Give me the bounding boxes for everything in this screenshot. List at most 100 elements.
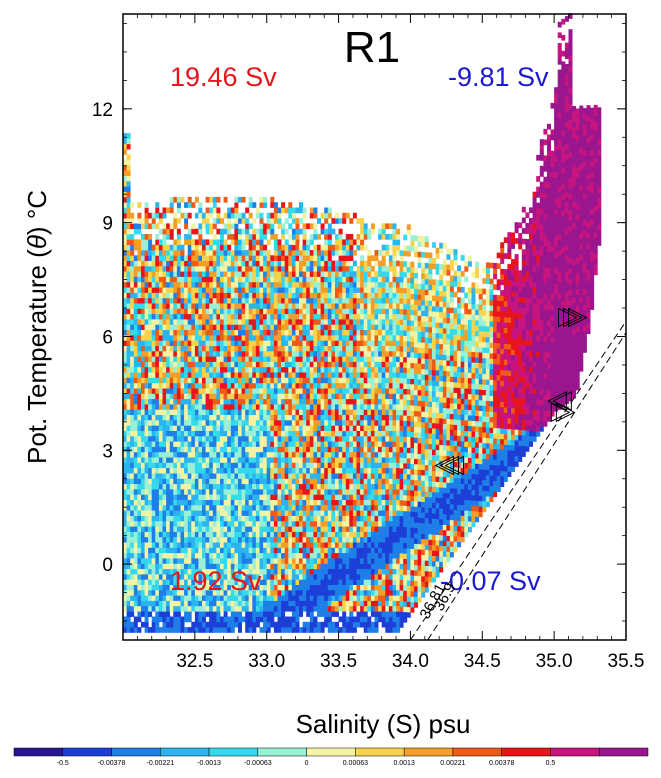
heat-cell [194,435,199,442]
heat-cell [209,574,214,580]
heat-cell [158,446,163,453]
heat-cell [288,499,293,506]
heat-cell [173,446,178,453]
heat-cell [288,494,293,500]
heat-cell [144,372,149,378]
heat-cell [227,568,232,575]
heat-cell [223,520,228,527]
heat-cell [273,409,278,415]
heat-cell [123,287,127,293]
heat-cell [263,435,268,442]
heat-cell [309,260,314,267]
heat-cell [230,435,235,442]
heat-cell [155,483,160,490]
heat-cell [166,510,171,516]
heat-cell [345,260,350,267]
heat-cell [277,504,282,511]
heat-cell [349,404,354,410]
heat-cell [291,589,296,596]
heat-cell [299,579,303,585]
heat-cell [198,563,203,570]
heat-cell [158,260,163,267]
heat-cell [291,489,296,495]
heat-cell [212,377,217,384]
heat-cell [137,494,142,500]
heat-cell [162,335,167,341]
heat-cell [141,255,145,261]
heat-cell [302,595,307,601]
heat-cell [284,526,289,532]
heat-cell [144,218,149,224]
heat-cell [158,335,163,341]
heat-cell [205,393,210,400]
heat-cell [273,526,278,532]
heat-cell [320,478,325,485]
heat-cell [291,239,296,246]
heat-cell [202,483,206,490]
heat-cell [259,265,264,272]
heat-cell [202,536,206,543]
heat-cell [317,319,321,325]
heat-cell [255,430,260,437]
heat-cell [252,478,257,485]
heat-cell [141,329,145,336]
heat-cell [331,425,336,431]
heat-cell [123,239,127,246]
heat-cell [338,361,343,368]
heat-cell [309,382,314,389]
heat-cell [130,324,135,330]
heat-cell [216,218,221,224]
heat-cell [299,547,303,554]
heat-cell [144,515,149,522]
heat-cell [173,260,178,267]
heat-cell [263,489,268,495]
heat-cell [266,430,271,437]
heat-cell [277,589,282,596]
heat-cell [248,547,253,554]
heat-cell [194,303,199,309]
heat-cell [230,473,235,479]
heat-cell [338,239,343,246]
heat-cell [198,446,203,453]
heat-cell [205,350,210,357]
heat-cell [144,563,149,570]
heat-cell [137,547,142,554]
heat-cell [151,457,156,463]
heat-cell [191,478,196,485]
heat-cell [166,271,171,277]
heat-cell [309,265,314,272]
heat-cell [241,377,246,384]
heat-cell [309,409,314,415]
heat-cell [313,271,318,277]
heat-cell [141,446,145,453]
heat-cell [281,494,286,500]
heat-cell [162,260,167,267]
heat-cell [281,446,286,453]
heat-cell [169,196,174,203]
heat-cell [148,361,153,368]
heat-cell [133,494,138,500]
heat-cell [238,467,242,474]
heat-cell [349,303,354,309]
heat-cell [158,489,163,495]
heat-cell [324,589,329,596]
heat-cell [306,361,311,368]
heat-cell [349,563,354,570]
heat-cell [180,271,185,277]
heat-cell [302,228,307,235]
heat-cell [180,568,185,575]
heat-cell [158,441,163,447]
heat-cell [212,319,217,325]
heat-cell [169,499,174,506]
heat-cell [270,297,275,304]
heat-cell [173,574,178,580]
heat-cell [220,404,224,410]
heat-cell [273,361,278,368]
heat-cell [141,409,145,415]
heat-cell [291,297,296,304]
heat-cell [194,292,199,299]
heat-cell [245,382,250,389]
heat-cell [223,558,228,564]
heat-cell [137,313,142,320]
heat-cell [317,404,321,410]
